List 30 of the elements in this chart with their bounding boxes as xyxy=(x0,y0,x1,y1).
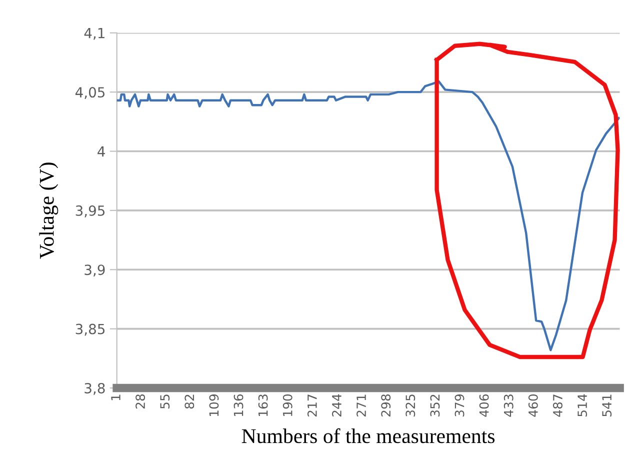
x-axis-title: Numbers of the measurements xyxy=(242,428,495,444)
x-tick-label: 244 xyxy=(332,394,342,416)
y-tick-label: 4,05 xyxy=(75,87,105,99)
x-tick-label: 433 xyxy=(504,394,514,417)
x-tick-label: 28 xyxy=(136,394,146,409)
y-tick-label: 3,9 xyxy=(84,264,105,277)
x-tick-label: 136 xyxy=(234,394,244,416)
y-tick-label: 3,95 xyxy=(76,205,105,218)
x-tick-label: 379 xyxy=(454,394,464,416)
x-tick-label: 190 xyxy=(282,394,292,416)
x-tick-label: 325 xyxy=(406,394,416,416)
x-tick-label: 406 xyxy=(479,394,489,417)
y-tick-label: 4 xyxy=(98,146,105,157)
x-tick-label: 163 xyxy=(258,394,268,416)
y-tick-label: 4,1 xyxy=(84,28,104,40)
x-tick-label: 109 xyxy=(209,394,219,416)
x-tick-label: 55 xyxy=(160,394,170,408)
y-axis-title: Voltage (V) xyxy=(39,162,58,259)
x-tick-label: 1 xyxy=(111,394,120,400)
x-tick-label: 217 xyxy=(307,394,317,416)
x-tick-label: 541 xyxy=(602,394,612,416)
x-tick-label: 514 xyxy=(578,394,588,416)
y-tick-label: 3,8 xyxy=(84,382,105,395)
x-tick-label: 460 xyxy=(528,394,538,417)
x-tick-label: 352 xyxy=(430,394,440,416)
x-tick-label: 298 xyxy=(381,394,391,416)
x-tick-label: 487 xyxy=(553,394,562,417)
x-tick-label: 82 xyxy=(184,394,194,409)
x-tick-label: 271 xyxy=(356,394,366,416)
y-tick-label: 3,85 xyxy=(76,324,105,336)
